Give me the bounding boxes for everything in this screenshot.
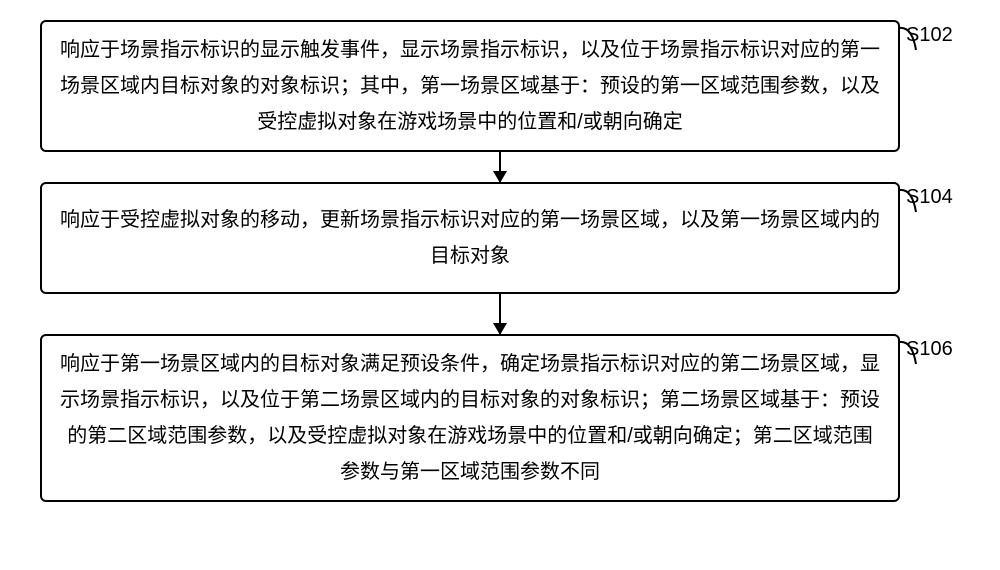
step-label: S106	[906, 338, 953, 361]
flowchart-container: 响应于场景指示标识的显示触发事件，显示场景指示标识，以及位于场景指示标识对应的第…	[40, 20, 960, 502]
step-box-s104: 响应于受控虚拟对象的移动，更新场景指示标识对应的第一场景区域，以及第一场景区域内…	[40, 182, 900, 294]
step-label: S102	[906, 24, 953, 47]
flow-step: 响应于第一场景区域内的目标对象满足预设条件，确定场景指示标识对应的第二场景区域，…	[40, 334, 960, 502]
flow-step: 响应于受控虚拟对象的移动，更新场景指示标识对应的第一场景区域，以及第一场景区域内…	[40, 182, 960, 294]
arrow-down-icon	[499, 152, 501, 182]
step-label: S104	[906, 186, 953, 209]
step-text: 响应于场景指示标识的显示触发事件，显示场景指示标识，以及位于场景指示标识对应的第…	[60, 39, 880, 133]
flow-arrow	[70, 294, 930, 334]
step-text: 响应于第一场景区域内的目标对象满足预设条件，确定场景指示标识对应的第二场景区域，…	[60, 353, 880, 483]
step-text: 响应于受控虚拟对象的移动，更新场景指示标识对应的第一场景区域，以及第一场景区域内…	[60, 209, 880, 267]
flow-step: 响应于场景指示标识的显示触发事件，显示场景指示标识，以及位于场景指示标识对应的第…	[40, 20, 960, 152]
step-box-s106: 响应于第一场景区域内的目标对象满足预设条件，确定场景指示标识对应的第二场景区域，…	[40, 334, 900, 502]
flow-arrow	[70, 152, 930, 182]
arrow-down-icon	[499, 294, 501, 334]
step-box-s102: 响应于场景指示标识的显示触发事件，显示场景指示标识，以及位于场景指示标识对应的第…	[40, 20, 900, 152]
